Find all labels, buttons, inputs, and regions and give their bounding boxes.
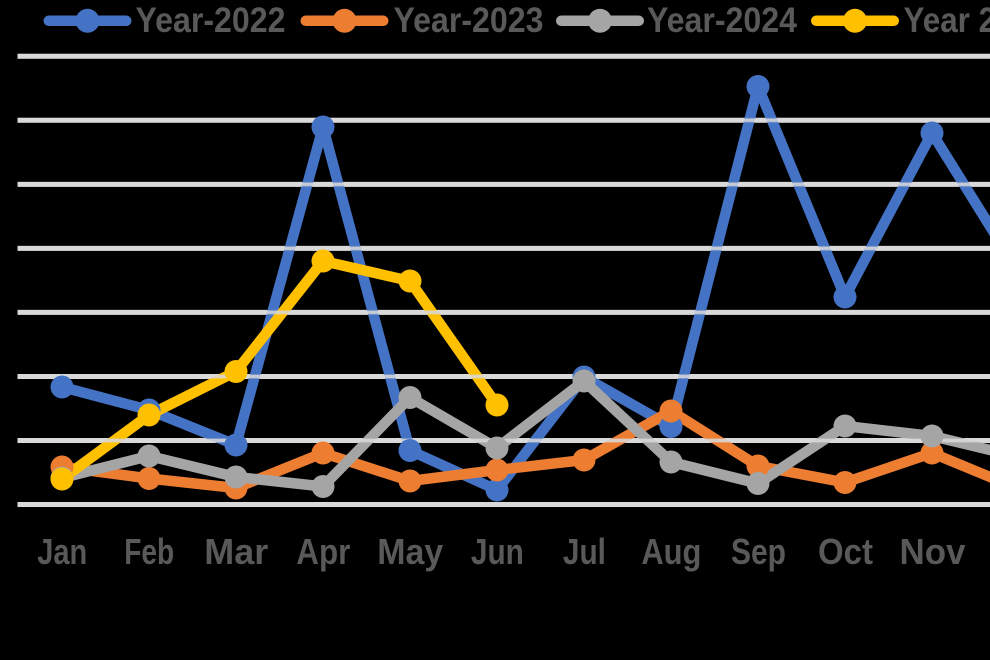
svg-text:Year-2023: Year-2023 [394, 1, 544, 40]
svg-text:Jan: Jan [37, 531, 87, 572]
svg-text:Oct: Oct [818, 531, 873, 572]
svg-text:Jul: Jul [563, 531, 606, 572]
svg-text:Feb: Feb [124, 531, 174, 572]
svg-text:Year-2022: Year-2022 [136, 1, 286, 40]
svg-text:Aug: Aug [641, 531, 701, 572]
svg-text:Mar: Mar [204, 531, 268, 572]
svg-text:May: May [377, 531, 443, 572]
svg-text:Apr: Apr [296, 531, 350, 572]
svg-text:Year-2024: Year-2024 [647, 1, 797, 40]
svg-text:Nov: Nov [900, 531, 966, 572]
svg-text:Year 2025: Year 2025 [904, 1, 990, 40]
svg-text:Jun: Jun [471, 531, 524, 572]
svg-text:Sep: Sep [731, 531, 786, 572]
